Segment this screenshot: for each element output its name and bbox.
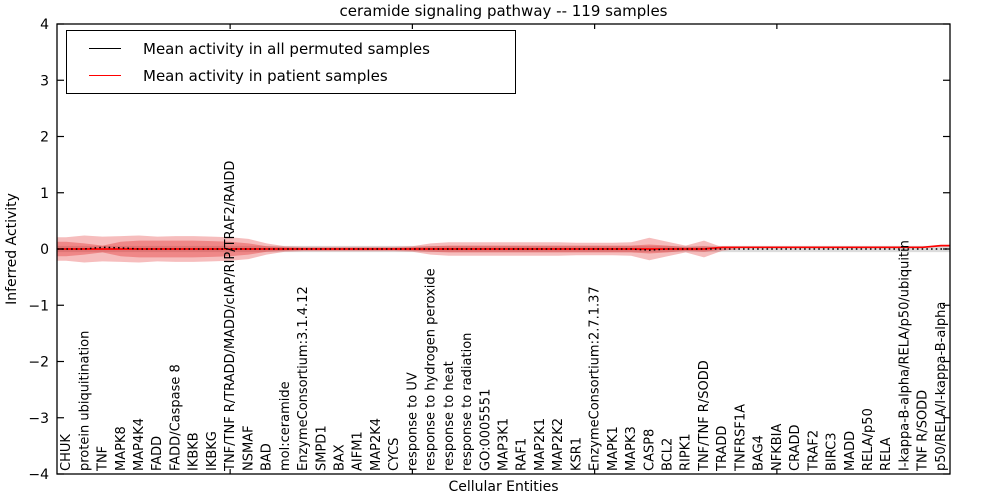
y-tick-label: −3 — [28, 411, 49, 427]
patient-line-swatch — [89, 75, 121, 76]
category-label: BAX — [333, 444, 348, 471]
y-tick-label: 1 — [40, 186, 49, 202]
legend-item-permuted: Mean activity in all permuted samples — [67, 35, 515, 62]
category-label: MAP4K4 — [132, 418, 147, 471]
category-label: response to heat — [442, 361, 457, 471]
category-label: FADD — [150, 436, 165, 471]
category-label: AIFM1 — [351, 431, 366, 471]
legend-label: Mean activity in patient samples — [143, 66, 388, 85]
category-label: CRADD — [788, 425, 803, 472]
category-label: TRADD — [715, 426, 730, 472]
category-label: TNF R/SODD — [916, 390, 931, 472]
y-tick-label: 2 — [40, 130, 49, 146]
legend-label: Mean activity in all permuted samples — [143, 39, 430, 58]
category-label: FADD/Caspase 8 — [169, 364, 184, 471]
category-label: BAG4 — [752, 435, 767, 471]
category-label: RAF1 — [515, 438, 530, 471]
category-label: TNF/TNF R/TRADD/MADD/cIAP/RIP/TRAF2/RAID… — [223, 161, 238, 472]
category-label: IKBKG — [205, 431, 220, 471]
category-label: EnzymeConsortium:2.7.1.37 — [588, 286, 603, 471]
category-label: protein ubiquitination — [77, 331, 92, 471]
category-label: p50/RELA/I-kappa-B-alpha — [934, 302, 949, 471]
category-label: mol:ceramide — [278, 381, 293, 471]
category-label: MAP3K1 — [497, 418, 512, 471]
category-label: IKBKB — [187, 432, 202, 471]
category-label: RELA — [879, 437, 894, 471]
category-label: KSR1 — [569, 437, 584, 471]
category-label: CHUK — [59, 434, 74, 471]
permuted-line-swatch — [89, 48, 121, 49]
legend-item-patient: Mean activity in patient samples — [67, 62, 515, 89]
category-label: MAP2K1 — [533, 418, 548, 471]
y-tick-label: −4 — [28, 467, 49, 483]
category-label: MAPK8 — [114, 426, 129, 471]
category-label: EnzymeConsortium:3.1.4.12 — [296, 286, 311, 471]
y-axis-label: Inferred Activity — [4, 193, 20, 305]
category-label: MAPK1 — [606, 426, 621, 471]
category-label: MAPK3 — [624, 426, 639, 471]
category-label: CASP8 — [642, 429, 657, 471]
y-tick-label: −2 — [28, 355, 49, 371]
legend-box: Mean activity in all permuted samples Me… — [66, 30, 516, 94]
y-tick-label: 3 — [40, 73, 49, 89]
category-label: TNFRSF1A — [733, 404, 748, 472]
category-label: TNF — [96, 446, 111, 472]
category-label: response to hydrogen peroxide — [424, 268, 439, 471]
category-label: SMPD1 — [314, 425, 329, 471]
category-label: RELA/p50 — [861, 408, 876, 471]
y-tick-label: 4 — [40, 17, 49, 33]
category-label: response to UV — [405, 372, 420, 471]
category-label: NFKBIA — [770, 424, 785, 471]
category-label: BIRC3 — [825, 433, 840, 472]
category-label: MADD — [843, 431, 858, 471]
category-label: BAD — [260, 443, 275, 471]
category-label: CYCS — [387, 438, 402, 471]
y-tick-label: 0 — [40, 242, 49, 258]
x-axis-label: Cellular Entities — [448, 479, 559, 495]
category-label: BCL2 — [661, 438, 676, 471]
category-label: response to radiation — [460, 333, 475, 471]
y-tick-label: −1 — [28, 298, 49, 314]
category-label: MAP2K4 — [369, 418, 384, 471]
category-label: RIPK1 — [679, 433, 694, 471]
category-label: NSMAF — [241, 425, 256, 471]
category-label: TNF/TNF R/SODD — [697, 360, 712, 472]
mean-activity-in-all-permuted-samples-line — [57, 246, 950, 251]
category-label: MAP2K2 — [551, 418, 566, 471]
category-label: TRAF2 — [806, 430, 821, 472]
category-label: GO:0005551 — [478, 389, 493, 471]
category-label: I-kappa-B-alpha/RELA/p50/ubiquitin — [897, 240, 912, 471]
chart-title: ceramide signaling pathway -- 119 sample… — [339, 2, 668, 20]
